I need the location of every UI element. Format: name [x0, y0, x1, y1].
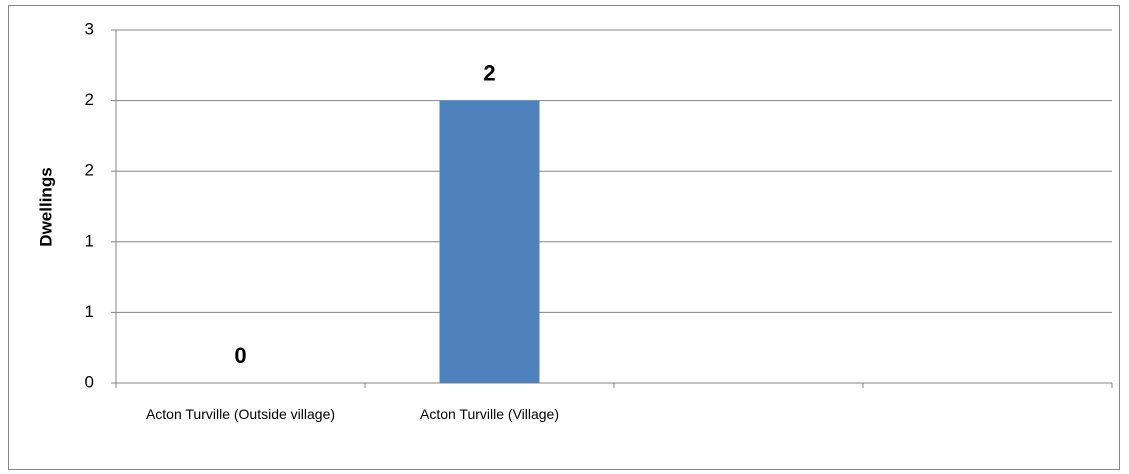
bar — [439, 100, 540, 383]
data-label: 2 — [483, 60, 495, 85]
y-tick-label: 2 — [85, 161, 94, 180]
chart-frame — [8, 5, 1120, 470]
x-tick-label: Acton Turville (Village) — [419, 406, 560, 422]
y-tick-label: 1 — [85, 302, 94, 321]
x-tick-label: Acton Turville (Outside village) — [145, 406, 336, 422]
y-tick-label: 1 — [85, 231, 94, 250]
y-axis-label: Dwellings — [36, 167, 55, 246]
y-tick-label: 3 — [85, 19, 94, 38]
y-tick-label: 2 — [85, 90, 94, 109]
data-label: 0 — [234, 343, 246, 368]
y-tick-label: 0 — [85, 372, 94, 391]
